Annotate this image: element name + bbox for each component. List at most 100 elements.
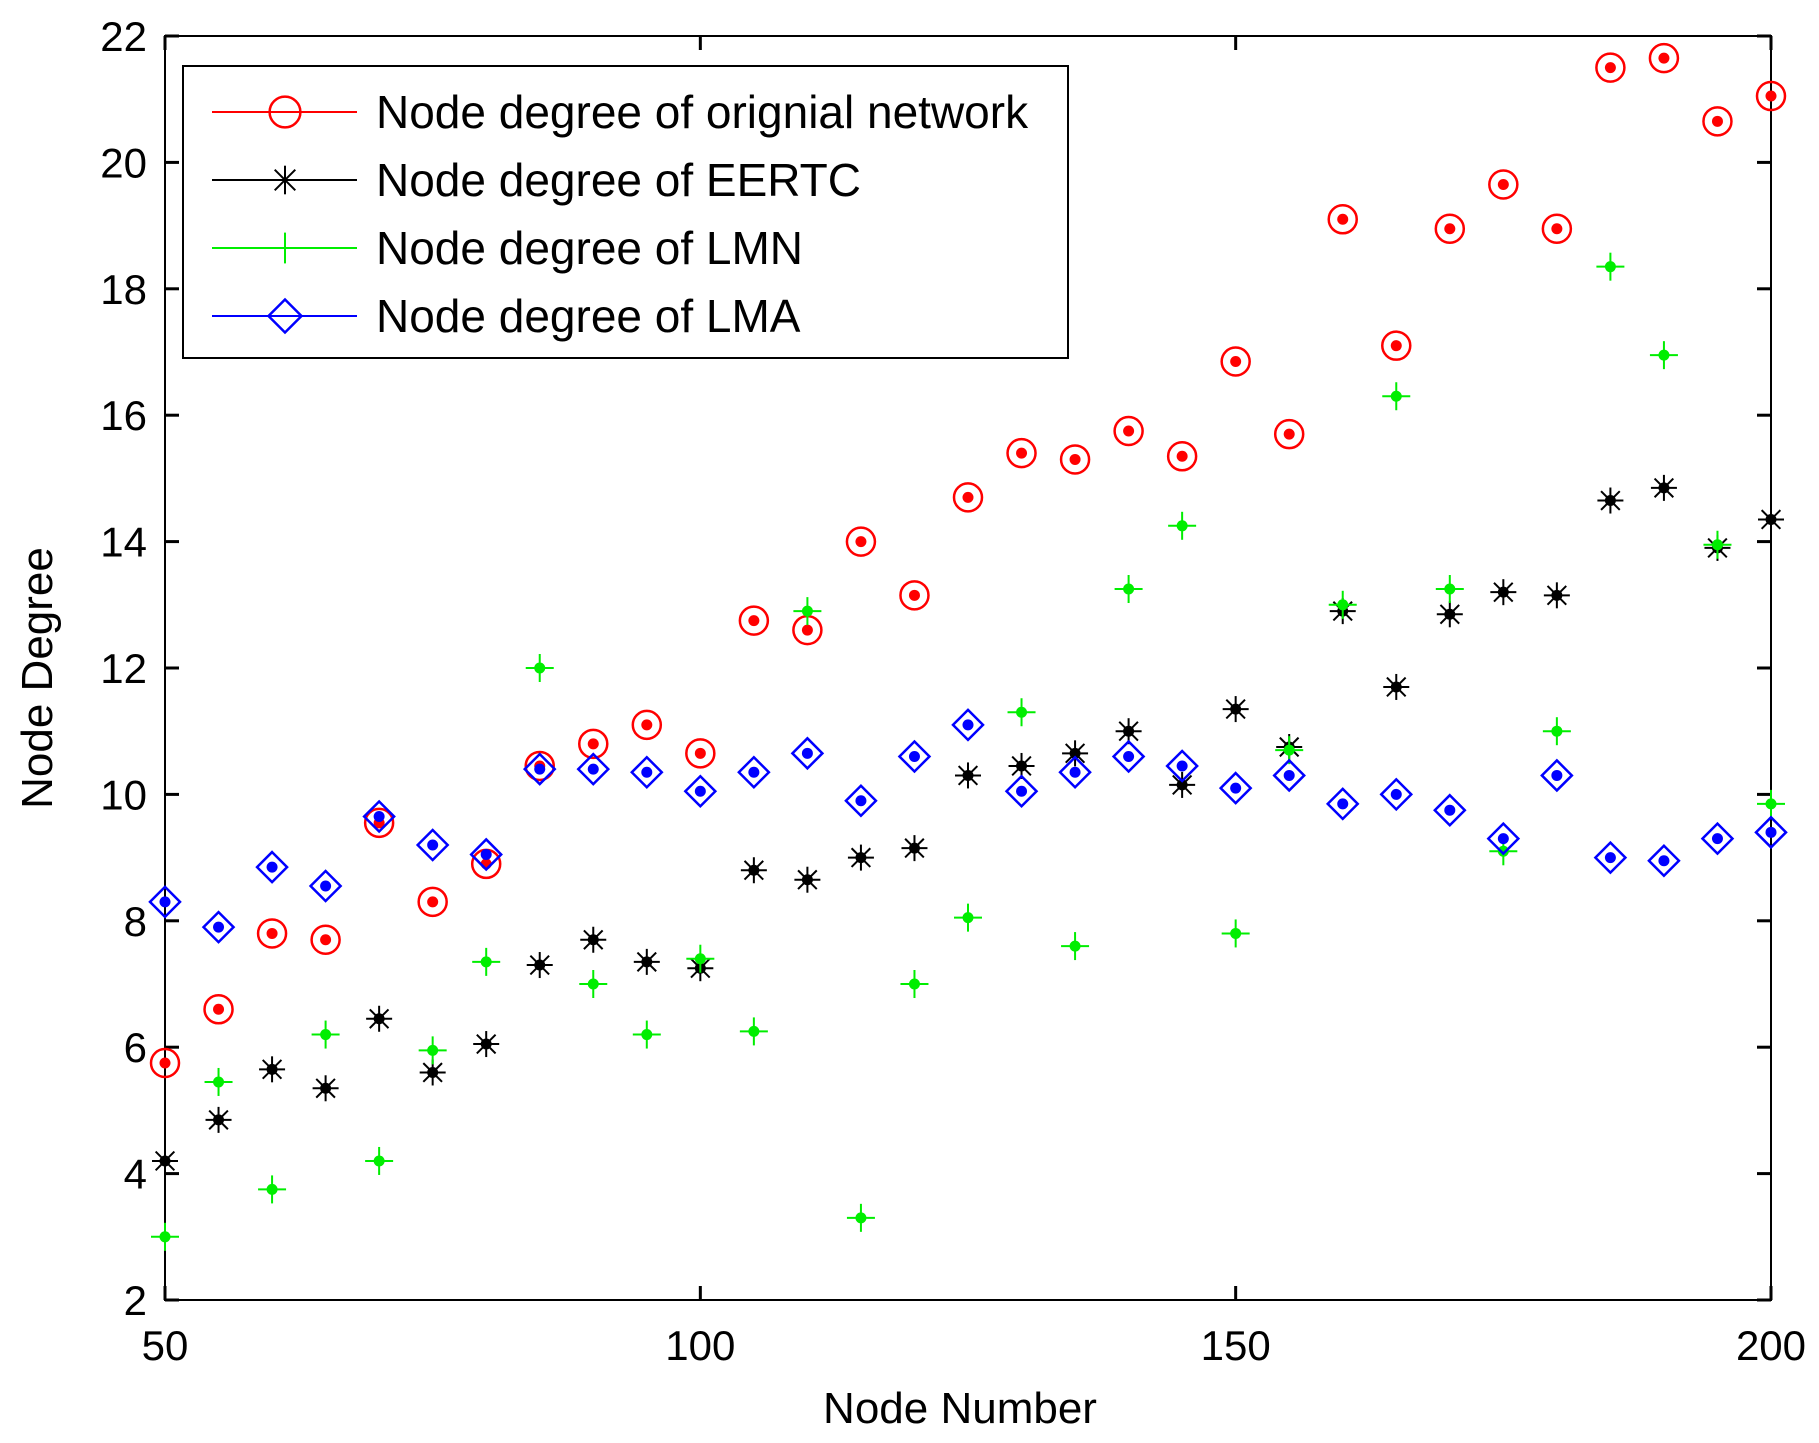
diamond-marker [1165, 749, 1199, 783]
data-point [308, 869, 343, 903]
diamond-marker [1004, 774, 1039, 809]
data-point [204, 1067, 233, 1096]
point-dot [266, 927, 278, 939]
y-tick-label: 14 [100, 519, 147, 566]
data-point [1058, 755, 1092, 790]
data-point [1166, 441, 1198, 472]
point-dot [534, 763, 546, 775]
data-point [472, 947, 501, 976]
data-point [793, 597, 822, 626]
point-dot [1765, 90, 1777, 102]
data-point [1490, 579, 1517, 606]
point-dot [1711, 833, 1723, 845]
point-dot [962, 719, 974, 731]
data-point [469, 837, 503, 872]
data-point [1114, 575, 1143, 603]
point-dot [427, 839, 439, 851]
diamond-marker [1593, 840, 1628, 875]
data-point [737, 755, 771, 790]
data-point [951, 708, 985, 742]
point-dot [641, 956, 653, 968]
legend-marker [269, 232, 301, 264]
data-point [1597, 487, 1624, 514]
point-dot [1390, 681, 1402, 693]
point-dot [320, 880, 332, 892]
circle-marker [1113, 415, 1144, 447]
data-point [311, 1020, 340, 1049]
circle-marker [952, 482, 984, 513]
circle-marker [1327, 204, 1358, 235]
circle-marker [578, 728, 609, 760]
data-point [1542, 717, 1571, 746]
point-dot [587, 738, 599, 750]
point-dot [213, 1076, 225, 1088]
point-dot [801, 624, 813, 636]
point-dot [1604, 62, 1616, 74]
data-point [418, 1036, 447, 1065]
point-dot [1497, 586, 1509, 598]
point-dot [159, 1155, 171, 1167]
circle-marker [685, 738, 716, 769]
point-dot [1711, 115, 1723, 127]
circle-marker [1220, 346, 1251, 377]
diamond-marker [148, 885, 182, 919]
point-dot [266, 1183, 278, 1195]
point-dot [1283, 769, 1295, 781]
data-point [1436, 601, 1463, 628]
circle-marker [1541, 213, 1573, 245]
y-tick-label: 20 [100, 139, 147, 186]
data-point [1593, 840, 1628, 875]
data-point [1758, 506, 1784, 533]
circle-marker [417, 886, 448, 918]
point-dot [908, 589, 920, 601]
diamond-marker [1540, 758, 1574, 793]
diamond-marker [683, 774, 718, 809]
point-dot [908, 842, 920, 854]
y-axis-label: Node Degree [13, 547, 62, 809]
circle-marker [149, 1047, 181, 1079]
data-point [790, 736, 825, 771]
diamond-marker [1272, 758, 1306, 793]
point-dot [1176, 450, 1188, 462]
data-point [1165, 749, 1199, 783]
point-dot [748, 1025, 760, 1037]
legend-marker [270, 165, 300, 195]
data-point [1275, 736, 1304, 765]
data-point [1113, 415, 1144, 447]
diamond-marker [1325, 787, 1360, 821]
y-tick-label: 2 [124, 1277, 147, 1324]
data-point [1111, 739, 1146, 774]
data-point [794, 866, 821, 893]
point-dot [373, 811, 385, 823]
diamond-marker [630, 755, 664, 790]
point-dot [855, 1212, 867, 1224]
point-dot [962, 912, 974, 924]
legend-label: Node degree of LMA [376, 290, 801, 342]
point-dot [1337, 798, 1349, 810]
data-point [148, 885, 182, 919]
circle-marker [363, 807, 395, 839]
circle-marker [256, 918, 288, 949]
point-dot [748, 615, 760, 627]
diamond-marker [201, 910, 236, 944]
point-dot [1337, 599, 1349, 611]
data-point [1273, 418, 1305, 450]
data-point [738, 605, 770, 636]
point-dot [1444, 804, 1456, 816]
data-point [203, 994, 234, 1025]
point-dot [1390, 788, 1402, 800]
data-point [1648, 42, 1680, 74]
x-tick-label: 200 [1736, 1322, 1806, 1369]
point-dot [427, 896, 439, 908]
data-point [739, 1017, 768, 1046]
data-point [1488, 169, 1519, 200]
legend-entry: Node degree of LMN [212, 222, 803, 274]
data-point [1272, 758, 1306, 793]
data-point [897, 739, 932, 774]
diamond-marker [1111, 739, 1146, 774]
circle-marker [310, 924, 341, 956]
point-dot [1551, 223, 1563, 235]
circle-marker [1006, 437, 1037, 469]
diamond-marker [1218, 771, 1253, 805]
